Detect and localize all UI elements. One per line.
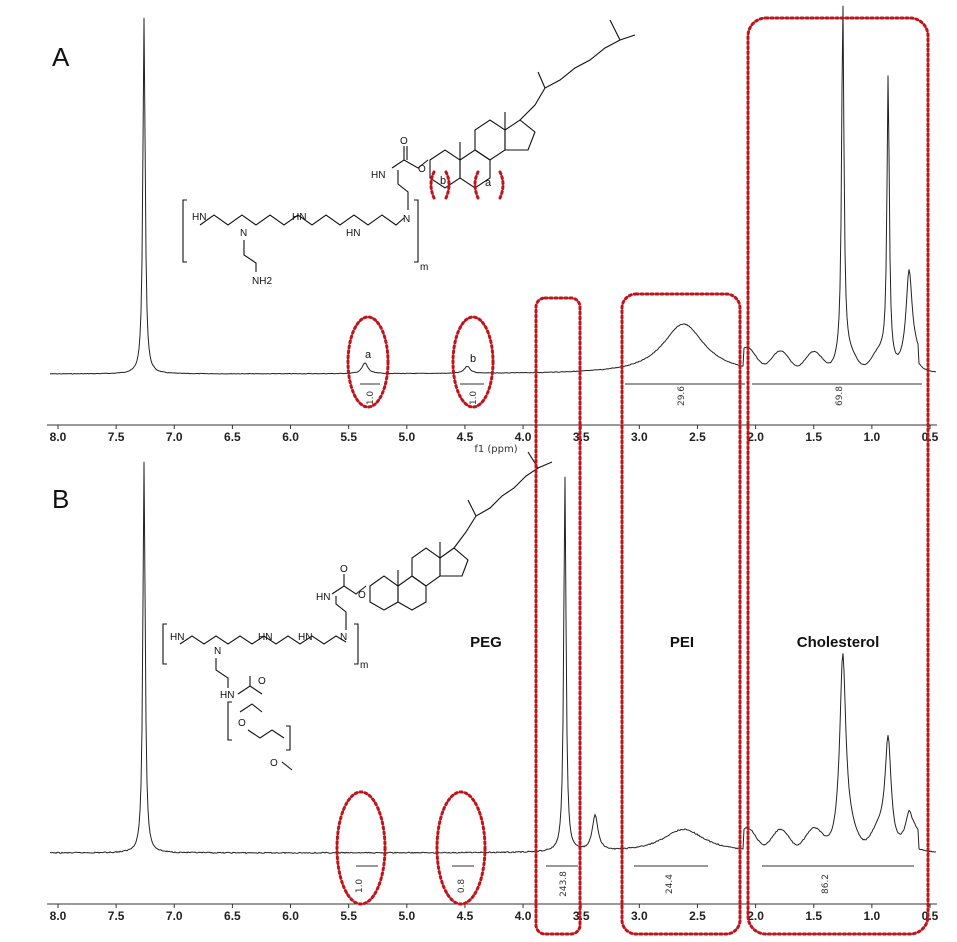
axis-tick-label: 0.5 xyxy=(922,909,939,923)
highlight-peg-region xyxy=(534,296,582,936)
svg-text:O: O xyxy=(258,676,266,687)
axis-tick-label: 6.5 xyxy=(224,909,241,923)
panel-a-letter: A xyxy=(52,42,70,72)
svg-text:O: O xyxy=(400,136,408,147)
axis-tick-label: 6.5 xyxy=(224,430,241,444)
highlight-cholesterol-region xyxy=(746,16,930,936)
svg-text:HN: HN xyxy=(371,170,385,181)
integral-b-5-label: 86.2 xyxy=(821,874,831,894)
axis-tick-label: 5.5 xyxy=(340,430,357,444)
svg-text:HN: HN xyxy=(170,632,184,643)
axis-tick-label: 2.0 xyxy=(747,909,764,923)
axis-tick-label: 4.0 xyxy=(515,430,532,444)
axis-tick-label: 7.0 xyxy=(166,909,183,923)
axis-tick-label: 8.0 xyxy=(50,430,67,444)
axis-tick-label: 5.0 xyxy=(398,430,415,444)
axis-tick-label: 6.0 xyxy=(282,909,299,923)
panel-b-letter: B xyxy=(52,484,69,514)
region-label-cholesterol: Cholesterol xyxy=(797,634,880,651)
axis-tick-label: 2.0 xyxy=(747,430,764,444)
spectrum-b-trace xyxy=(49,461,937,855)
svg-text:O: O xyxy=(238,718,246,729)
axis-tick-label: 4.0 xyxy=(515,909,532,923)
svg-text:HN: HN xyxy=(346,228,360,239)
axis-tick-label: 6.0 xyxy=(282,430,299,444)
axis-a-ticks: 8.0 7.5 7.0 6.5 6.0 5.5 5.0 4.5 4.0 3.5 3.0 2.5 2.0 1… xyxy=(50,425,939,444)
peak-a-label: a xyxy=(365,349,372,361)
integrals-a: 1.0 1.0 29.6 69.8 xyxy=(360,383,922,406)
integral-b-1-label: 1.0 xyxy=(355,879,365,894)
spectrum-a-trace xyxy=(49,5,937,375)
axis-tick-label: 7.0 xyxy=(166,430,183,444)
panel-b: B 1.0 0.8 243.8 24.4 86.2 8.0 7.5 7.0 6.5 6.… xyxy=(47,451,939,923)
highlight-overlays xyxy=(335,16,930,936)
axis-tick-label: 1.5 xyxy=(805,430,822,444)
axis-tick-label: 4.5 xyxy=(457,430,474,444)
axis-tick-label: 5.0 xyxy=(398,909,415,923)
svg-text:O: O xyxy=(270,758,278,769)
svg-text:HN: HN xyxy=(292,212,306,223)
svg-text:O: O xyxy=(340,564,348,575)
svg-text:HN: HN xyxy=(192,212,206,223)
svg-text:b: b xyxy=(440,175,446,187)
axis-tick-label: 0.5 xyxy=(922,430,939,444)
structure-b: HN N HN HN N m HN O O HN xyxy=(162,451,553,771)
svg-text:NH2: NH2 xyxy=(252,276,272,287)
axis-b-ticks: 8.0 7.5 7.0 6.5 6.0 5.5 5.0 4.5 4.0 3.5 3.0 2.5 2.0 1… xyxy=(50,904,939,923)
svg-text:HN: HN xyxy=(220,690,234,701)
integral-b-3-label: 243.8 xyxy=(559,871,569,897)
integral-b-4-label: 24.4 xyxy=(665,874,675,894)
svg-text:N: N xyxy=(214,646,221,657)
svg-text:HN: HN xyxy=(316,592,330,603)
svg-text:HN: HN xyxy=(298,632,312,643)
structure-a: HN N HN HN N NH2 m HN O O xyxy=(182,19,636,287)
axis-tick-label: 7.5 xyxy=(108,430,125,444)
axis-tick-label: 4.5 xyxy=(457,909,474,923)
axis-tick-label: 3.5 xyxy=(573,909,590,923)
integral-b-2-label: 0.8 xyxy=(457,879,467,894)
axis-tick-label: 1.5 xyxy=(805,909,822,923)
highlight-a-peak-b xyxy=(451,315,495,409)
integral-a-4-label: 69.8 xyxy=(835,386,845,406)
svg-text:m: m xyxy=(360,660,368,671)
svg-text:N: N xyxy=(240,228,247,239)
axis-tick-label: 1.0 xyxy=(864,909,881,923)
axis-tick-label: 5.5 xyxy=(340,909,357,923)
svg-text:HN: HN xyxy=(258,632,272,643)
svg-text:a: a xyxy=(485,177,492,189)
integral-a-3-label: 29.6 xyxy=(677,386,687,406)
panel-a: A 1.0 1.0 29.6 69.8 a b 8.0 7.5 7.0 6.5 6.0 5… xyxy=(47,5,939,455)
axis-tick-label: 8.0 xyxy=(50,909,67,923)
svg-text:O: O xyxy=(418,164,426,175)
svg-text:N: N xyxy=(340,632,347,643)
svg-text:O: O xyxy=(358,590,366,601)
region-label-peg: PEG xyxy=(470,634,502,651)
axis-tick-label: 7.5 xyxy=(108,909,125,923)
axis-tick-label: 2.5 xyxy=(689,430,706,444)
axis-a-title: f1 (ppm) xyxy=(474,444,517,455)
highlight-b-peak-b xyxy=(435,790,487,906)
axis-tick-label: 3.0 xyxy=(631,430,648,444)
highlight-pei-region xyxy=(620,292,742,936)
highlight-a-peak-a xyxy=(346,315,390,409)
axis-tick-label: 2.5 xyxy=(689,909,706,923)
integral-a-1-label: 1.0 xyxy=(366,391,376,406)
integrals-b: 1.0 0.8 243.8 24.4 86.2 xyxy=(355,865,914,897)
highlight-b-peak-a xyxy=(335,790,387,906)
axis-tick-label: 3.0 xyxy=(631,909,648,923)
integral-a-2-label: 1.0 xyxy=(469,391,479,406)
svg-text:N: N xyxy=(403,214,410,225)
svg-text:m: m xyxy=(420,262,428,273)
axis-tick-label: 1.0 xyxy=(864,430,881,444)
peak-b-label: b xyxy=(470,353,476,365)
region-label-pei: PEI xyxy=(670,634,694,651)
